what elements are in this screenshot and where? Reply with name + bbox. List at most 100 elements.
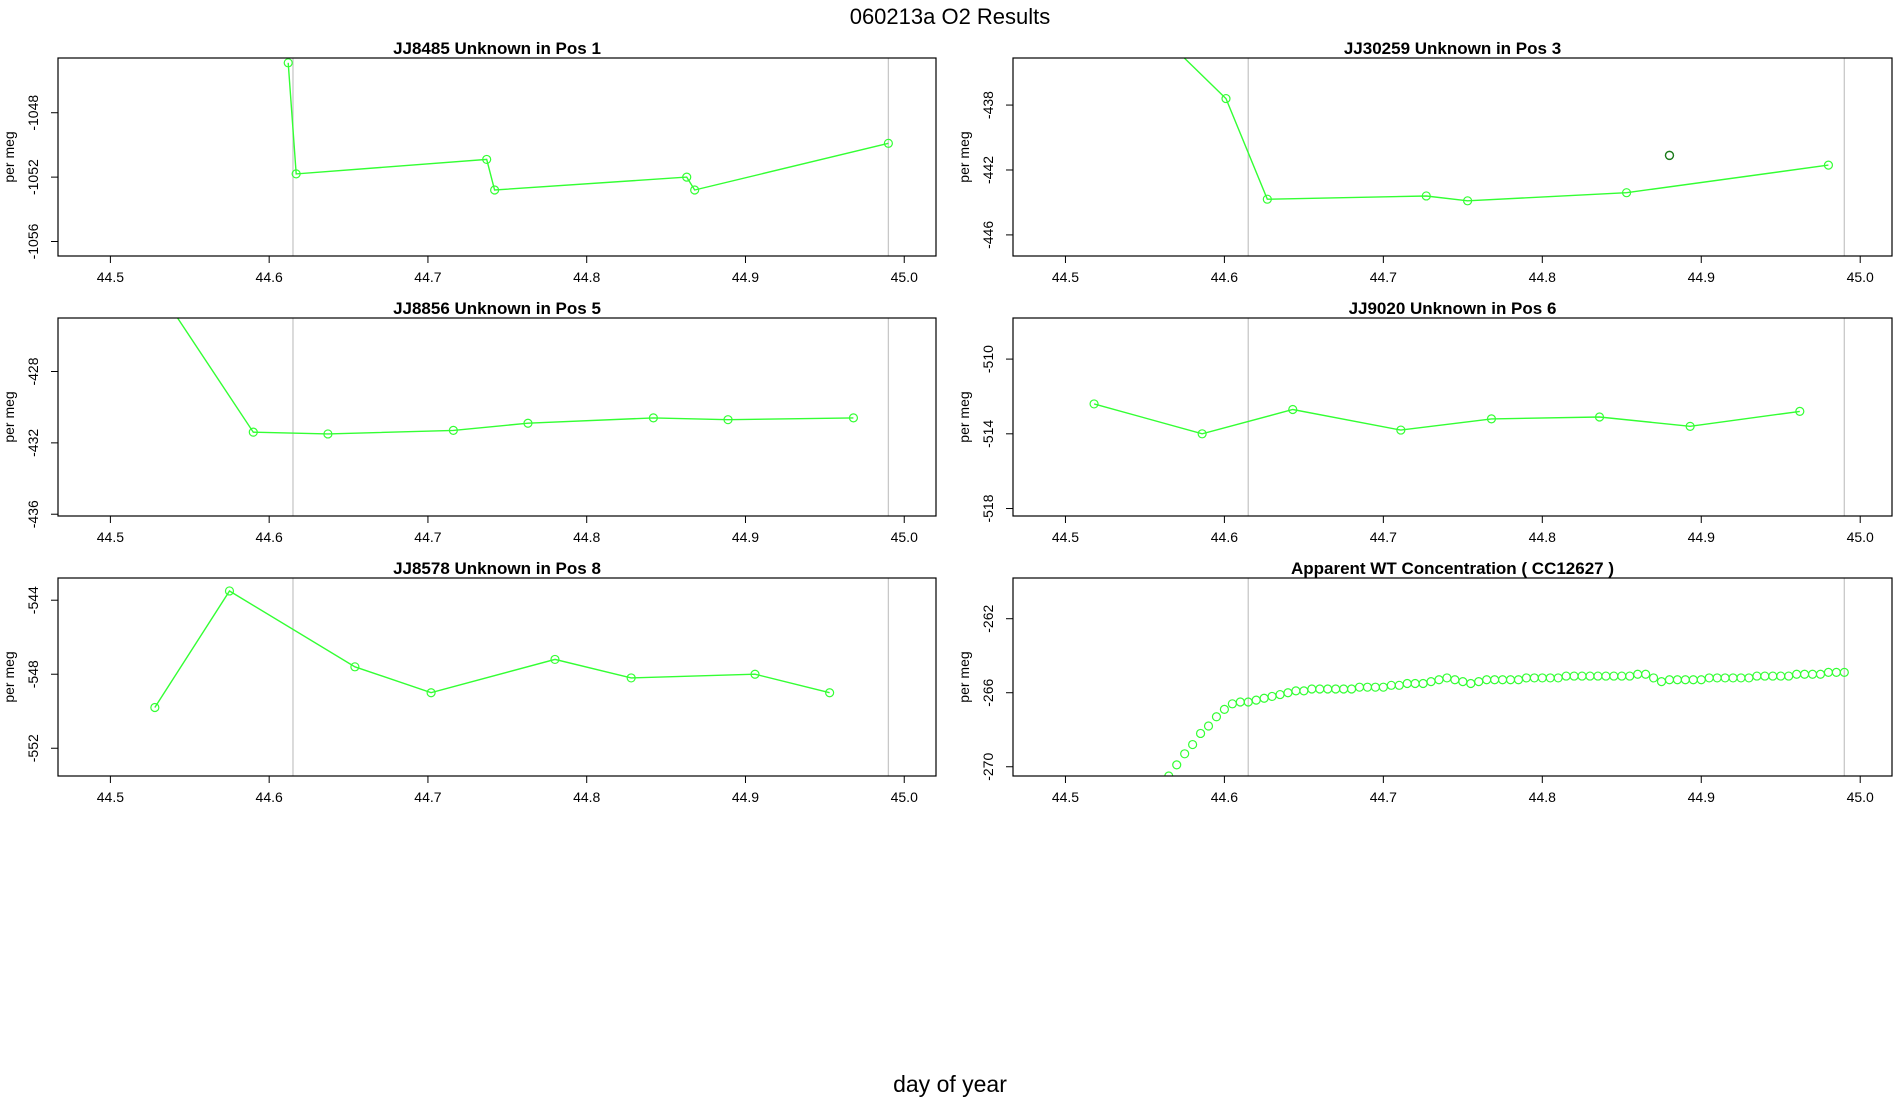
x-tick-label: 44.7 [1370,269,1397,285]
data-point [1262,194,1272,204]
data-point [1315,684,1325,694]
x-tick-label: 45.0 [1847,789,1874,805]
y-tick-label: -552 [25,734,41,762]
x-tick-label: 44.5 [1052,269,1079,285]
x-tick-label: 44.5 [97,269,124,285]
data-point [1235,697,1245,707]
data-point [1807,669,1818,679]
data-point [426,688,436,698]
plot-frame [1012,317,1893,517]
data-point [1331,684,1341,694]
plot-area [1183,58,1845,256]
data-point [1621,188,1632,198]
data-point [1720,673,1730,683]
data-point [1553,673,1563,683]
plot-area [1164,578,1849,776]
data-point [490,185,500,195]
data-point [1378,682,1388,692]
data-point [1402,678,1412,689]
data-point [1633,669,1643,679]
data-point [1784,671,1794,681]
data-point [1685,421,1695,431]
x-tick-label: 44.8 [1529,789,1556,805]
series-line [154,590,830,708]
chart-title: JJ8856 Unknown in Pos 5 [393,299,601,318]
chart-title: JJ8578 Unknown in Pos 8 [393,559,601,578]
x-tick-label: 45.0 [1847,269,1874,285]
plot-area [1089,318,1845,516]
data-point [482,154,492,165]
series-line [287,62,889,191]
y-axis-label: per meg [956,651,972,702]
y-tick-label: -442 [980,156,996,184]
x-tick-label: 44.5 [97,529,124,545]
plot-frame [57,577,937,777]
x-axis-label: day of year [893,1071,1007,1097]
data-point [1299,686,1309,696]
data-point [1680,675,1690,685]
data-point [1497,675,1508,685]
x-tick-label: 44.6 [256,529,283,545]
data-point [1426,677,1436,687]
data-point [1490,675,1500,685]
y-axis-label: per meg [1,391,17,442]
x-tick-label: 44.9 [1688,269,1715,285]
chart-title: JJ9020 Unknown in Pos 6 [1349,299,1557,318]
data-point [1288,404,1298,415]
plot-frame [57,57,937,257]
x-tick-label: 44.5 [1052,529,1079,545]
data-point [1569,671,1579,681]
x-tick-label: 44.9 [1688,529,1715,545]
data-point [1164,771,1174,776]
data-point [1219,704,1230,714]
data-point [1545,673,1555,683]
x-tick-label: 44.7 [1370,789,1397,805]
data-point [1577,671,1587,681]
data-point [1410,678,1420,689]
chart-panel-1: JJ8485 Unknown in Pos 1 per meg 44.5 44.6 44… [1,39,937,285]
data-point [1601,671,1611,681]
data-point [1776,671,1786,681]
y-tick-label: -510 [980,345,996,373]
data-point [1275,689,1285,700]
data-point [1267,691,1277,702]
data-point [1656,677,1667,687]
plot-frame [1012,57,1893,257]
data-point [1696,675,1706,685]
data-point [1203,721,1214,731]
data-point [1323,684,1333,694]
data-point [1831,667,1841,677]
data-point [1221,93,1231,104]
data-point [350,662,360,672]
data-point [1211,712,1222,722]
data-point [1712,673,1722,683]
data-point [1760,671,1770,681]
series-line [1183,58,1829,202]
data-point [1823,667,1834,677]
plot-area [150,578,890,776]
data-point [550,654,560,665]
data-point [1291,686,1301,696]
data-point [1180,749,1190,759]
data-point [523,418,533,428]
y-tick-label: -548 [25,660,41,688]
data-point [1482,675,1492,685]
data-point [1609,671,1619,681]
y-tick-label: -518 [980,494,996,522]
x-tick-label: 44.8 [573,269,600,285]
data-point [1513,675,1524,685]
data-point [1486,414,1497,424]
y-axis-label: per meg [1,131,17,182]
data-point [1188,739,1198,750]
data-point [1450,675,1460,685]
plot-area [176,318,890,516]
x-tick-label: 44.7 [414,789,441,805]
data-point [648,413,658,423]
data-point [848,413,859,423]
x-tick-label: 44.5 [1052,789,1079,805]
x-tick-label: 45.0 [891,789,918,805]
data-point [1815,669,1826,679]
series-line [1093,403,1800,435]
data-point [1386,680,1396,690]
